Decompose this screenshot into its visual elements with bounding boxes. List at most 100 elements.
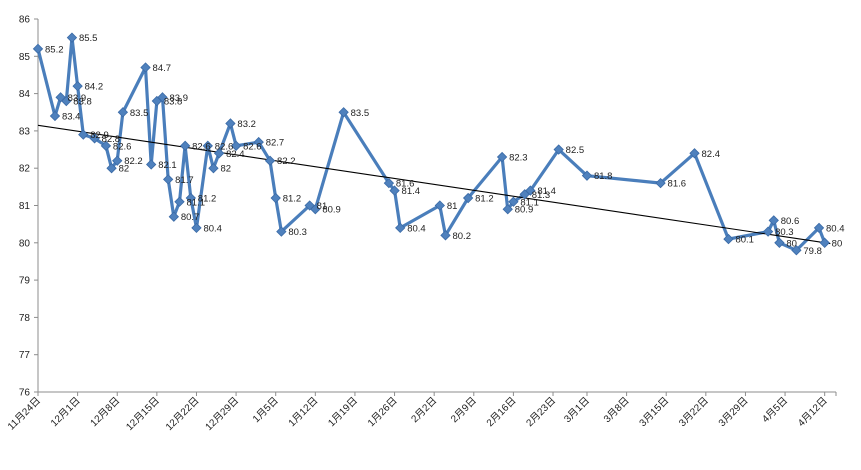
- data-label: 83.5: [130, 108, 149, 119]
- data-label: 80: [832, 238, 843, 249]
- data-point-marker: [163, 174, 174, 185]
- y-tick-label: 80: [19, 238, 31, 249]
- data-label: 82.9: [90, 130, 109, 141]
- y-tick-label: 78: [19, 313, 31, 324]
- data-point-marker: [774, 237, 785, 248]
- y-tick-label: 82: [19, 164, 31, 175]
- y-tick-label: 85: [19, 52, 31, 63]
- data-label: 81.2: [198, 194, 217, 205]
- data-label: 82.2: [277, 156, 296, 167]
- x-tick-labels: 11月24日 12月1日 12月8日 12月15日 12月22日 12月29日 1月5日 1月…: [5, 395, 830, 433]
- x-tick-label: 1月26日: [365, 395, 399, 429]
- x-tick-label: 1月5日: [250, 395, 280, 425]
- y-tick-label: 79: [19, 276, 31, 287]
- data-label: 80.1: [735, 235, 754, 246]
- data-label: 83.8: [164, 97, 183, 108]
- data-point-marker: [304, 200, 315, 211]
- data-point-marker: [55, 92, 66, 103]
- data-label: 81: [317, 201, 328, 212]
- data-point-marker: [61, 95, 72, 107]
- data-point-marker: [310, 204, 321, 215]
- x-tick-label: 1月19日: [326, 395, 360, 429]
- y-tick-label: 81: [19, 201, 31, 212]
- data-label: 81.2: [283, 194, 302, 205]
- data-point-marker: [230, 140, 242, 151]
- data-label: 83.8: [73, 97, 92, 108]
- data-point-marker: [78, 129, 89, 140]
- data-label: 80: [786, 238, 797, 249]
- data-point-marker: [440, 230, 451, 241]
- data-point-marker: [762, 226, 774, 237]
- data-label: 80.3: [288, 227, 307, 238]
- data-label: 81.4: [537, 186, 556, 197]
- x-tick-label: 2月16日: [484, 395, 518, 429]
- x-tick-label: 3月29日: [716, 395, 750, 429]
- data-label: 82.3: [509, 153, 527, 164]
- data-label: 82.2: [124, 156, 143, 167]
- data-label: 81.1: [186, 197, 205, 208]
- data-point-marker: [264, 155, 276, 166]
- data-point-marker: [72, 80, 83, 92]
- data-label: 81.2: [475, 194, 494, 205]
- data-label: 80.7: [181, 212, 200, 223]
- data-point-marker: [791, 245, 802, 256]
- data-point-marker: [112, 155, 123, 166]
- data-point-marker: [208, 163, 219, 174]
- data-label: 83.5: [351, 108, 370, 119]
- data-point-marker: [462, 192, 474, 204]
- data-point-marker: [502, 204, 513, 215]
- data-point-marker: [117, 107, 129, 118]
- data-label: 81.7: [175, 175, 194, 186]
- data-label: 80.4: [407, 223, 426, 234]
- data-point-marker: [179, 140, 191, 151]
- data-point-marker: [157, 92, 168, 103]
- data-point-marker: [89, 133, 100, 144]
- data-label: 82.6: [192, 141, 211, 152]
- data-point-marker: [191, 222, 202, 234]
- data-point-marker: [819, 237, 830, 248]
- y-tick-label: 84: [19, 89, 31, 100]
- data-label: 80.9: [515, 205, 534, 216]
- data-label: 81.6: [396, 179, 415, 190]
- data-point-marker: [508, 196, 519, 207]
- data-point-marker: [146, 159, 157, 170]
- trendline-layer: [37, 124, 831, 245]
- trendline: [37, 124, 831, 245]
- data-label: 82.4: [226, 149, 245, 160]
- data-point-marker: [581, 170, 593, 181]
- data-point-marker: [525, 185, 536, 196]
- data-label: 81.8: [594, 171, 613, 182]
- data-label: 79.8: [803, 246, 822, 257]
- data-point-marker: [389, 185, 400, 196]
- x-tick-label: 2月2日: [409, 395, 439, 425]
- data-point-marker: [768, 215, 779, 226]
- x-tick-label: 3月1日: [562, 395, 592, 425]
- data-point-marker: [434, 200, 445, 211]
- data-point-marker: [174, 196, 185, 207]
- x-tick-label: 12月1日: [48, 395, 82, 429]
- data-label: 85.2: [45, 44, 64, 55]
- x-tick-label: 12月29日: [203, 395, 241, 433]
- data-point-marker: [225, 118, 236, 129]
- data-point-marker: [213, 148, 225, 159]
- data-label: 84.2: [85, 82, 104, 93]
- x-tick-label: 12月8日: [88, 395, 122, 429]
- data-point-marker: [338, 107, 349, 118]
- axes: [34, 18, 837, 396]
- data-point-marker: [383, 177, 395, 189]
- x-tick-label: 4月5日: [760, 395, 790, 425]
- data-point-marker: [49, 110, 61, 122]
- data-point-marker: [185, 192, 196, 204]
- data-point-marker: [100, 140, 112, 151]
- data-label: 80.2: [452, 231, 471, 242]
- data-label: 81: [447, 201, 458, 212]
- x-tick-label: 3月15日: [637, 395, 671, 429]
- data-label: 81.1: [520, 197, 539, 208]
- data-point-marker: [253, 136, 264, 148]
- data-label: 82.1: [158, 160, 177, 171]
- data-point-marker: [276, 226, 287, 237]
- data-label: 82.5: [566, 145, 585, 156]
- x-tick-label: 12月22日: [163, 395, 201, 433]
- data-point-marker: [655, 177, 666, 189]
